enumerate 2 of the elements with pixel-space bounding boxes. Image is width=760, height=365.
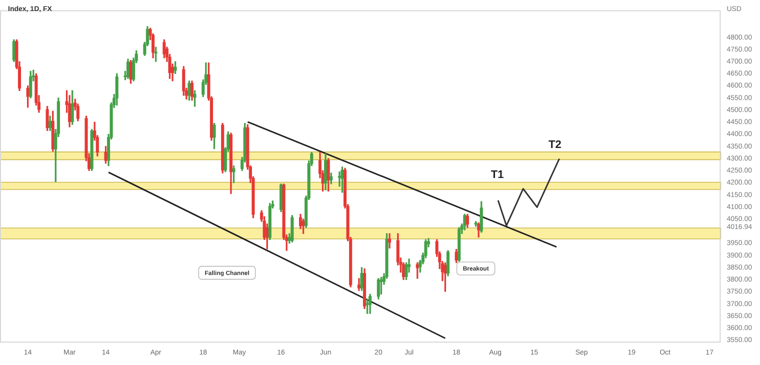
- band-label: T1: [490, 169, 504, 182]
- band-label: T2: [548, 138, 562, 151]
